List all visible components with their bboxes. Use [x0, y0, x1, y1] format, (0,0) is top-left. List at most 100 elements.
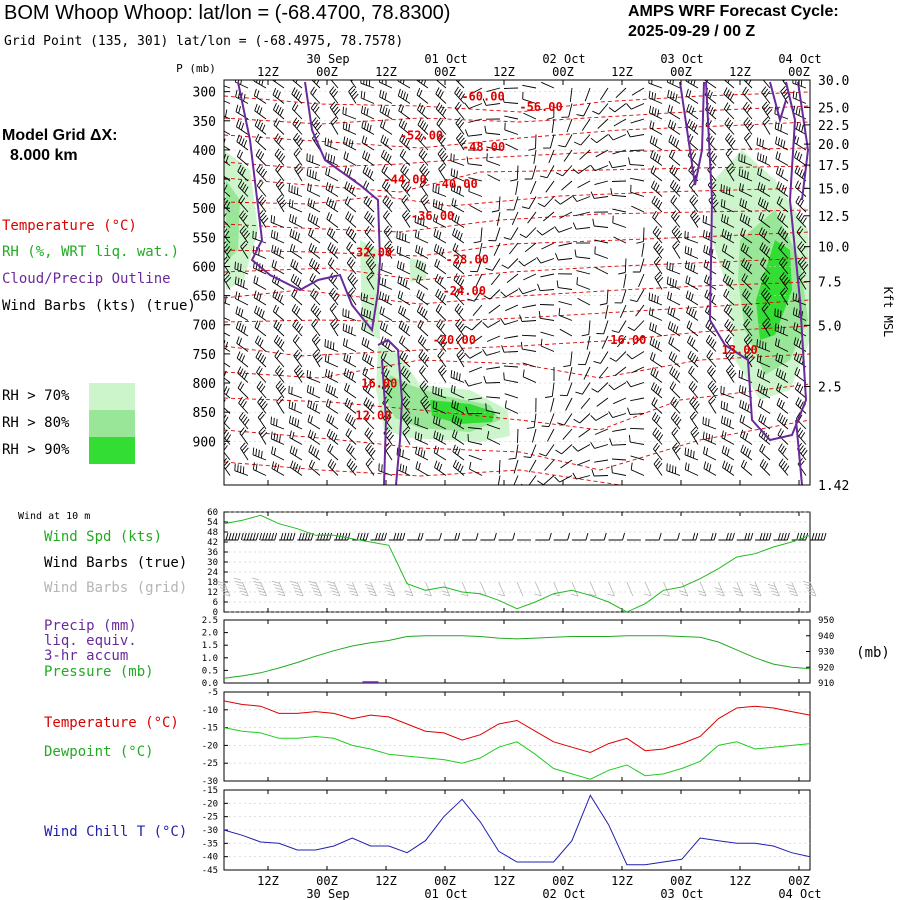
- wind-barb: [224, 369, 231, 383]
- wind-barb: [689, 411, 699, 430]
- wind-barb: [707, 380, 719, 399]
- wind-barb-grid: [364, 581, 377, 597]
- wind-barb: [453, 273, 465, 290]
- wind-barb: [558, 242, 573, 247]
- wind-barb: [432, 400, 447, 414]
- wind-barb: [488, 227, 501, 242]
- wind-barb: [576, 103, 591, 117]
- wind-barb-true: [736, 532, 754, 541]
- wind-barb: [346, 241, 357, 259]
- wind-barb: [224, 100, 231, 104]
- wind-barb-grid: [516, 581, 524, 597]
- wind-barb: [345, 211, 357, 228]
- wind-barb: [364, 427, 375, 445]
- wind-panel-title: Wind at 10 m: [18, 511, 90, 522]
- wind-barb: [272, 304, 285, 321]
- wind-barb: [379, 291, 393, 306]
- wind-barb: [235, 291, 249, 306]
- wind-barb: [685, 275, 699, 290]
- legend-rh: RH (%, WRT liq. wat.): [2, 244, 180, 260]
- wind-barb: [650, 382, 663, 399]
- wind-barb-true: [352, 532, 369, 541]
- wind-barb-grid: [607, 581, 615, 597]
- wind-y-tick-label: 60: [207, 508, 218, 518]
- wind-barb: [649, 120, 663, 135]
- wind-barb: [345, 226, 357, 244]
- wind-barb-grid: [802, 580, 817, 597]
- wind-barb: [594, 428, 609, 435]
- wind-barb: [576, 270, 591, 275]
- wind-barb: [742, 86, 753, 104]
- wind-barb: [348, 287, 357, 306]
- wind-barb: [762, 80, 771, 89]
- wind-barb: [383, 427, 394, 445]
- rh-80-swatch: [89, 410, 135, 437]
- wind-barb: [360, 80, 375, 89]
- rh-90-swatch: [89, 437, 135, 464]
- wind-barb: [343, 166, 357, 182]
- wind-barb: [307, 429, 321, 445]
- isotherm-label: 13.00: [722, 343, 758, 357]
- height-tick-label: 5.0: [818, 319, 841, 334]
- wind-barb-true: [791, 532, 809, 541]
- wind-barb: [237, 164, 249, 182]
- wind-barb: [614, 289, 627, 304]
- wind-barb: [629, 289, 645, 303]
- wind-barb: [324, 339, 339, 352]
- wind-barb: [363, 412, 375, 430]
- wind-barb: [435, 102, 447, 120]
- wind-barb: [590, 191, 609, 199]
- precip-liq-label: liq. equiv.: [44, 633, 137, 649]
- wind-barb: [417, 319, 429, 337]
- wind-barb: [649, 337, 663, 352]
- wind-barb: [272, 88, 285, 104]
- wind-barb: [454, 288, 465, 306]
- wind-barb: [688, 179, 699, 197]
- wind-barb: [671, 225, 683, 244]
- wind-barb: [608, 411, 627, 419]
- wind-barb: [636, 227, 645, 244]
- wind-barb-true: [663, 532, 680, 541]
- height-tick-label: 10.0: [818, 241, 849, 256]
- wind-barb: [289, 430, 303, 445]
- wind-barb: [725, 349, 735, 368]
- wind-barb: [744, 132, 753, 151]
- wind-barb: [758, 413, 771, 430]
- wind-barb: [365, 256, 377, 275]
- wind-chill-y-tick-label: -40: [202, 853, 218, 863]
- wind-barb: [464, 351, 483, 359]
- height-tick-label: 7.5: [818, 276, 841, 291]
- height-tick-label: 22.5: [818, 119, 849, 134]
- date-label-top: 01 Oct: [424, 52, 467, 66]
- wind-barb: [342, 308, 357, 321]
- wind-barb-grid: [644, 581, 652, 597]
- wind-barb: [596, 320, 609, 335]
- wind-barb: [629, 149, 645, 152]
- wind-barb: [778, 256, 789, 275]
- wind-barb: [630, 462, 645, 476]
- wind-barb: [794, 165, 807, 182]
- pressure-unit-label: (mb): [856, 645, 890, 661]
- wind-barb: [379, 89, 393, 104]
- wind-barb: [399, 350, 411, 368]
- wind-barb: [455, 318, 466, 337]
- wind-barb: [343, 151, 357, 166]
- wind-barb: [648, 80, 663, 89]
- wind-barb: [288, 184, 303, 197]
- wind-barb: [433, 430, 447, 445]
- wind-barb: [527, 211, 537, 224]
- time-tick-top: 12Z: [257, 65, 279, 79]
- pressure-label: Pressure (mb): [44, 664, 154, 680]
- wind-barb: [707, 365, 717, 383]
- wind-barb: [520, 475, 537, 485]
- wind-barb: [344, 398, 357, 414]
- wind-barb: [435, 288, 447, 306]
- wind-barb: [397, 88, 411, 104]
- pressure-tick-label: 300: [193, 86, 216, 101]
- wind-barb: [652, 427, 664, 445]
- wind-barb: [451, 399, 465, 414]
- wind-barb: [792, 307, 807, 321]
- wind-barb: [742, 303, 754, 321]
- wind-barb: [652, 226, 663, 244]
- wind-y-tick-label: 36: [207, 548, 218, 558]
